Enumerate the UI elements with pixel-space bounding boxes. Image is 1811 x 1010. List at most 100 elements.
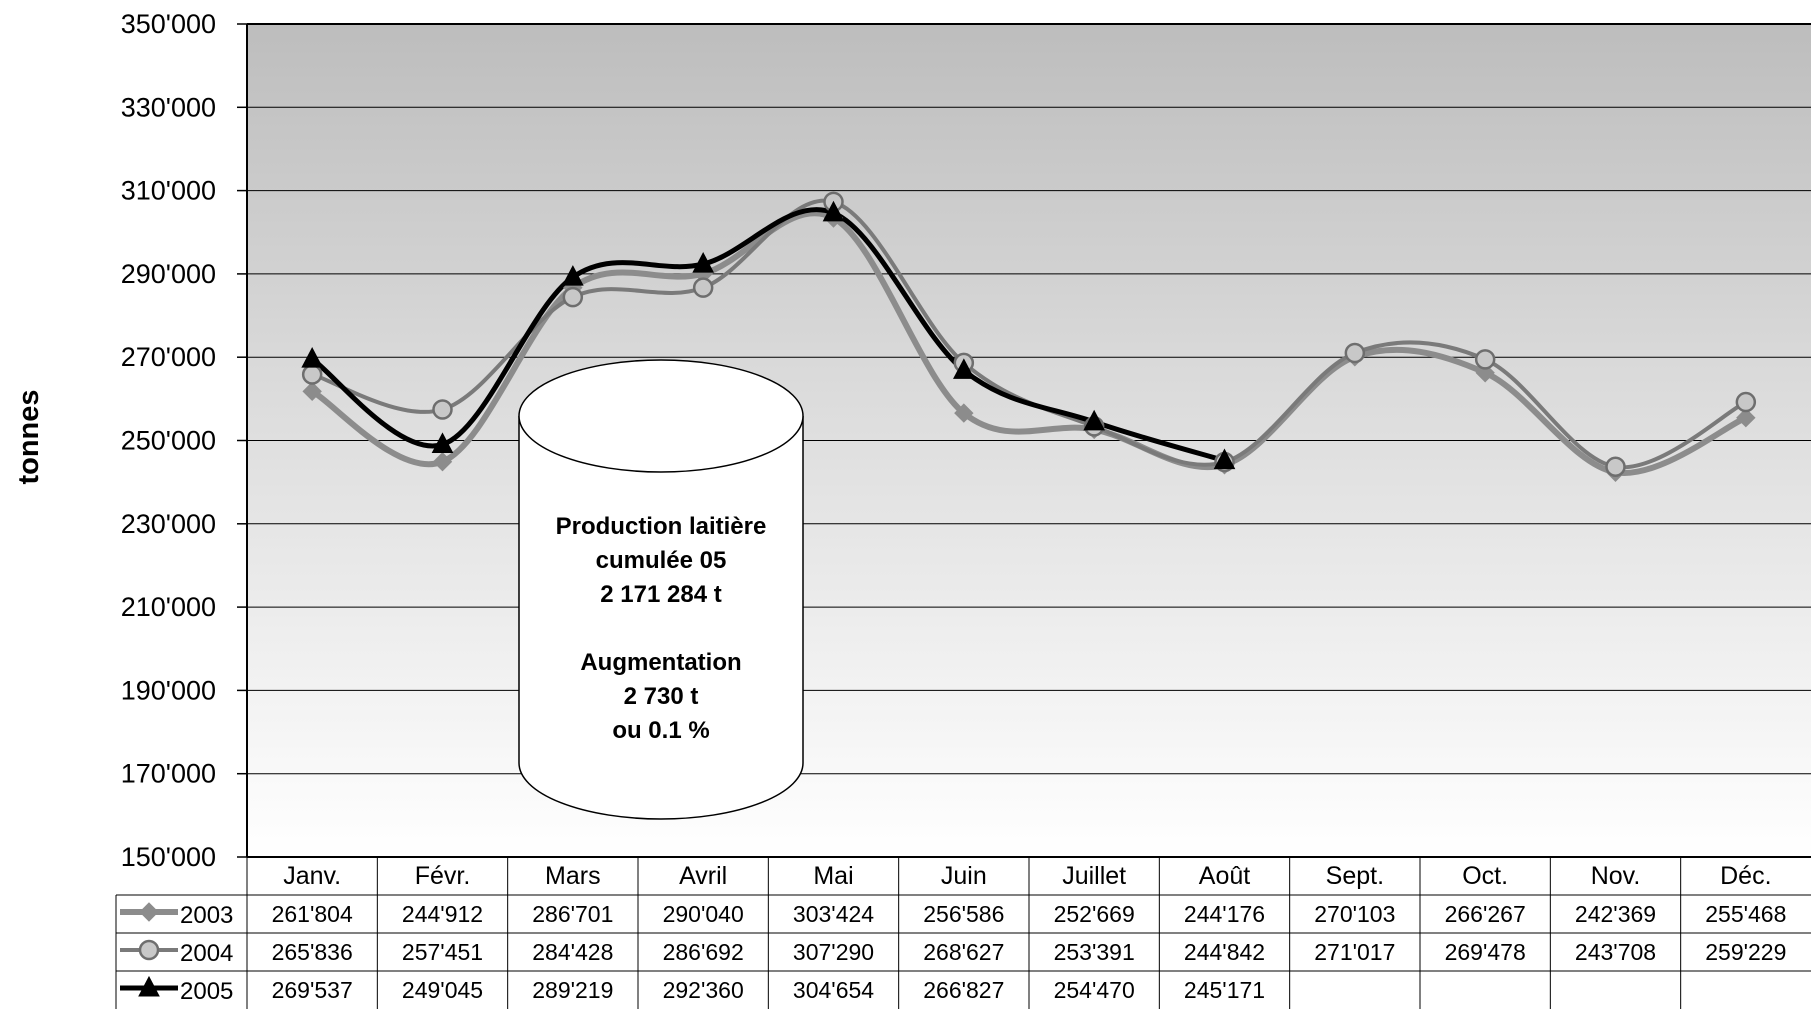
data-point-2004: [1344, 342, 1366, 364]
y-tick-label: 210'000: [121, 592, 216, 622]
table-cell-value: 292'360: [663, 977, 744, 1003]
table-cell-value: 244'912: [402, 901, 483, 927]
legend-marker-2004: [138, 939, 160, 961]
cumulative-cylinder: Production laitière cumulée 05 2 171 284 t…: [518, 359, 804, 820]
x-category-label: Déc.: [1720, 862, 1771, 890]
y-tick-label: 350'000: [121, 9, 216, 39]
data-point-2004: [692, 277, 714, 298]
cylinder-text-line: Production laitière: [556, 513, 767, 540]
x-category-label: Sept.: [1326, 862, 1384, 890]
data-point-2004: [301, 364, 323, 385]
data-point-2005: [953, 358, 975, 379]
series-markers: [301, 191, 1757, 482]
data-table: Janv. Févr. Mars Avril Mai Juin Juillet Août Sep…: [115, 856, 1811, 1009]
cylinder-text-line: 2 730 t: [624, 683, 699, 710]
data-point-2004: [1735, 391, 1757, 413]
table-cell-value: 286'701: [532, 901, 613, 927]
data-point-2005: [301, 347, 323, 368]
table-cell-value: 271'017: [1314, 939, 1395, 965]
y-tick-label: 150'000: [121, 842, 216, 872]
x-category-label: Juin: [941, 862, 987, 890]
table-cell-value: 270'103: [1314, 901, 1395, 927]
y-tick-label: 170'000: [121, 759, 216, 789]
series-line-2005: [310, 207, 1226, 463]
table-cell-value: 242'369: [1575, 901, 1656, 927]
table-cell-value: 290'040: [663, 901, 744, 927]
table-cell-value: 289'219: [532, 977, 613, 1003]
x-category-label: Févr.: [415, 862, 471, 890]
y-tick-label: 290'000: [121, 259, 216, 289]
table-cell-value: 244'842: [1184, 939, 1265, 965]
cylinder-text-line: Augmentation: [580, 649, 741, 676]
table-cell-value: 254'470: [1054, 977, 1135, 1003]
cylinder-body: [518, 416, 804, 820]
data-point-2004: [1605, 456, 1626, 477]
table-cell-value: 269'478: [1445, 939, 1526, 965]
table-cell-value: 261'804: [272, 901, 353, 927]
table-cell-value: 284'428: [532, 939, 613, 965]
table-cell-value: 269'537: [272, 977, 353, 1003]
table-cell-value: 303'424: [793, 901, 874, 927]
data-point-2005: [1083, 409, 1105, 431]
data-point-2004: [432, 399, 453, 420]
x-category-label: Août: [1199, 862, 1250, 890]
data-point-2004: [1474, 349, 1496, 370]
table-cell-value: 265'836: [272, 939, 353, 965]
series-lines: [310, 198, 1748, 476]
data-point-2004: [562, 286, 584, 308]
data-point-2003: [432, 451, 453, 472]
cylinder-text-line: ou 0.1 %: [612, 717, 709, 744]
table-cell-value: 257'451: [402, 939, 483, 965]
table-cell-value: 243'708: [1575, 939, 1656, 965]
table-cell-value: 249'045: [402, 977, 483, 1003]
cylinder-text-line: cumulée 05: [596, 547, 727, 574]
x-category-label: Mai: [813, 862, 853, 890]
x-category-label: Juillet: [1062, 862, 1126, 890]
table-cell-value: 253'391: [1054, 939, 1135, 965]
x-category-label: Nov.: [1591, 862, 1641, 890]
y-tick-label: 270'000: [121, 342, 216, 372]
y-tick-label: 250'000: [121, 426, 216, 456]
legend-series-name: 2005: [180, 978, 233, 1005]
table-cell-value: 255'468: [1705, 901, 1786, 927]
table-cell-value: 266'267: [1445, 901, 1526, 927]
table-cell-value: 252'669: [1054, 901, 1135, 927]
data-point-2003: [954, 403, 974, 423]
y-tick-label: 190'000: [121, 675, 216, 705]
table-cell-value: 244'176: [1184, 901, 1265, 927]
gridlines: [237, 23, 1811, 858]
cylinder-text-line: 2 171 284 t: [600, 581, 721, 608]
y-tick-label: 230'000: [121, 509, 216, 539]
table-cell-value: 245'171: [1184, 977, 1265, 1003]
y-tick-label: 330'000: [121, 92, 216, 122]
x-category-label: Avril: [679, 862, 727, 890]
data-point-2005: [692, 251, 714, 273]
data-point-2005: [562, 265, 584, 286]
table-cell-value: 259'229: [1705, 939, 1786, 965]
x-category-label: Oct.: [1462, 862, 1508, 890]
data-point-2005: [1213, 448, 1236, 470]
y-tick-label: 310'000: [121, 176, 216, 206]
data-point-2003: [302, 381, 322, 402]
table-cell-value: 256'586: [923, 901, 1004, 927]
cylinder-top: [518, 359, 804, 473]
y-tick-labels: 150'000 170'000 190'000 210'000 230'000 250'0…: [121, 9, 216, 872]
series-line-2003: [310, 210, 1748, 476]
table-cell-value: 266'827: [923, 977, 1004, 1003]
series-line-2004: [311, 198, 1747, 470]
data-point-2005: [822, 200, 845, 222]
x-category-label: Janv.: [283, 862, 341, 890]
x-category-label: Mars: [545, 862, 601, 890]
data-point-2005: [431, 432, 454, 453]
table-cell-value: 286'692: [663, 939, 744, 965]
legend-series-name: 2003: [180, 902, 233, 929]
cylinder-text: Production laitière cumulée 05 2 171 284 t…: [556, 513, 767, 744]
y-axis-title: tonnes: [13, 389, 45, 484]
table-cell-value: 307'290: [793, 939, 874, 965]
legend-series-name: 2004: [180, 940, 233, 967]
table-cell-value: 304'654: [793, 977, 874, 1003]
legend-marker-2003: [139, 902, 159, 922]
legend-marker-2005: [138, 975, 160, 997]
data-point-2003: [1736, 408, 1756, 428]
